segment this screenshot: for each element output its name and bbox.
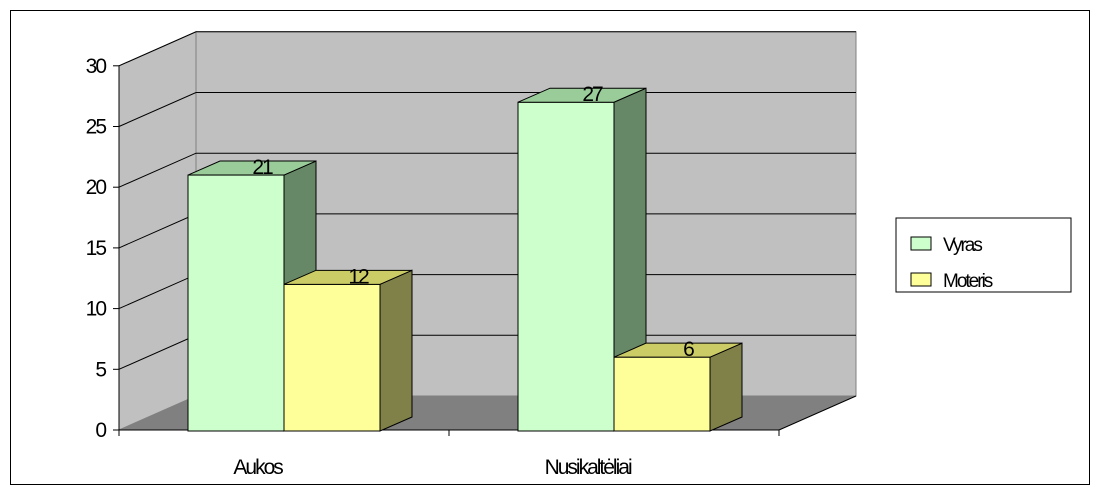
data-label: 6 (683, 338, 694, 361)
bar-side (379, 269, 413, 432)
data-label: 12 (348, 265, 369, 288)
bar-top (613, 342, 743, 358)
legend-swatch (910, 272, 932, 287)
y-tick-label: 20 (86, 176, 107, 199)
floor-right-edge (778, 395, 857, 431)
bar-front (613, 356, 711, 432)
legend-swatch (910, 236, 932, 251)
x-category-label: Aukos (233, 456, 283, 479)
bar-chart: 0 5 10 15 20 25 30 Aukos 21 12 Nusikaltėliai 27 6 Vyr… (86, 31, 1072, 479)
y-tick-label: 5 (95, 358, 106, 381)
y-tick-label: 30 (86, 55, 107, 78)
y-tick-label: 0 (95, 419, 106, 442)
y-tick-label: 10 (86, 298, 107, 321)
data-label: 27 (582, 83, 603, 106)
legend-label: Vyras (943, 235, 982, 256)
bar-front (283, 283, 381, 432)
bar-top (283, 269, 413, 285)
bar-front (187, 174, 285, 432)
gridline (118, 31, 856, 67)
legend-label: Moteris (943, 271, 993, 292)
bar-top (517, 87, 647, 103)
bar-top (187, 160, 317, 176)
data-label: 21 (252, 156, 273, 179)
y-tick-label: 15 (86, 237, 107, 260)
y-tick-label: 25 (86, 116, 107, 139)
bar-front (517, 101, 615, 432)
x-category-label: Nusikaltėliai (545, 456, 632, 479)
bar-side (709, 342, 743, 432)
chart-area: 0 5 10 15 20 25 30 Aukos 21 12 Nusikaltėliai 27 6 Vyr… (10, 10, 1090, 485)
